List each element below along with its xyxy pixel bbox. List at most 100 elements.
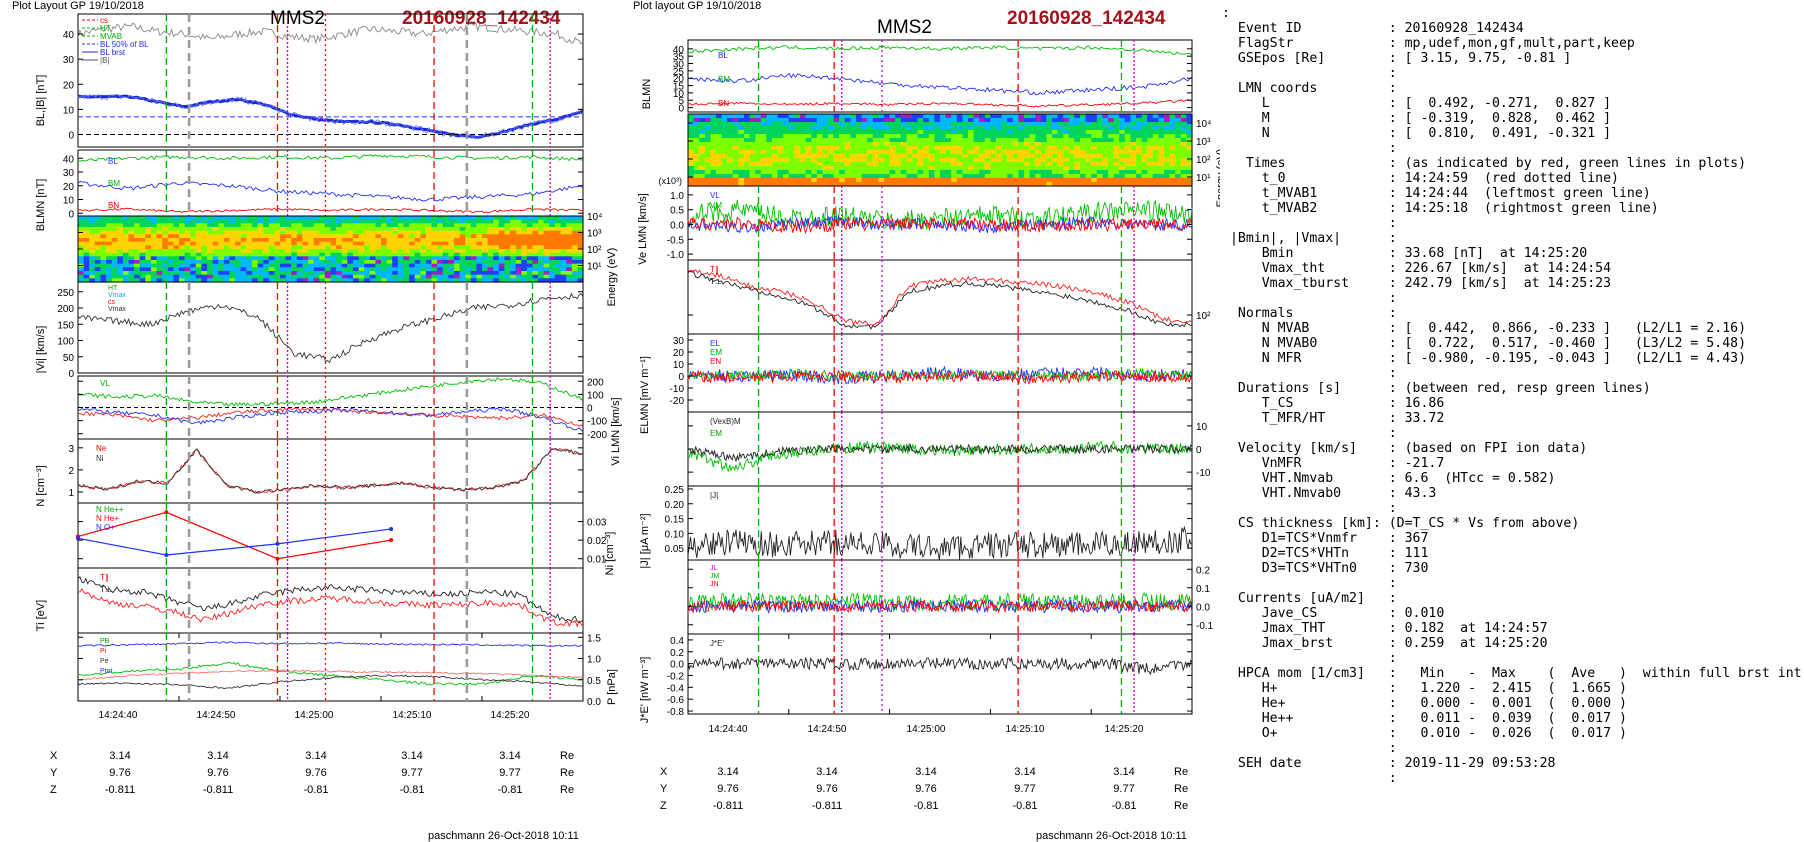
spectrogram-cell <box>280 278 287 283</box>
spectrogram-cell <box>900 182 907 187</box>
spectrogram-cell <box>145 223 152 228</box>
spectrogram-cell <box>744 154 751 159</box>
spectrogram-cell <box>268 245 275 250</box>
VeM-line <box>687 216 1193 234</box>
spectrogram-cell <box>498 223 505 228</box>
spectrogram-cell <box>816 178 823 183</box>
spectrogram-cell <box>760 130 767 135</box>
spectrogram-cell <box>106 230 113 235</box>
spectrogram-cell <box>369 234 376 239</box>
spectrogram-cell <box>403 271 410 276</box>
y-tick-label: 0.15 <box>665 515 685 526</box>
spectrogram-cell <box>1169 154 1176 159</box>
spectrogram-cell <box>482 260 489 265</box>
spectrogram-cell <box>375 278 382 283</box>
spectrogram-cell <box>566 271 573 276</box>
spectrogram-cell <box>693 118 700 123</box>
spectrogram-cell <box>139 216 146 221</box>
spectrogram-cell <box>566 234 573 239</box>
spectrogram-cell <box>844 146 851 151</box>
spectrogram-cell <box>956 118 963 123</box>
spectrogram-cell <box>755 158 762 163</box>
spectrogram-cell <box>459 267 466 272</box>
spectrogram-cell <box>162 278 169 283</box>
spectrogram-cell <box>688 162 695 167</box>
spectrogram-cell <box>246 245 253 250</box>
spectrogram-cell <box>1035 182 1042 187</box>
spectrogram-cell <box>1186 118 1193 123</box>
spectrogram-cell <box>744 178 751 183</box>
info-line: Velocity [km/s] : (based on FPI ion data… <box>1222 441 1588 456</box>
spectrogram-cell <box>968 134 975 139</box>
spectrogram-cell <box>78 267 85 272</box>
spectrogram-cell <box>476 260 483 265</box>
spectrogram-cell <box>1169 118 1176 123</box>
spectrogram-cell <box>816 134 823 139</box>
spectrogram-cell <box>828 122 835 127</box>
spectrogram-cell <box>1018 166 1025 171</box>
spectrogram-cell <box>532 260 539 265</box>
spectrogram-cell <box>369 271 376 276</box>
spectrogram-cell <box>934 154 941 159</box>
spectrogram-cell <box>223 256 231 261</box>
spectrogram-cell <box>324 227 332 232</box>
spectrogram-cell <box>704 154 711 159</box>
spectrogram-cell <box>816 130 823 135</box>
legend-label: JL <box>710 565 718 572</box>
pos-cell: -0.81 <box>399 784 425 796</box>
spectrogram-cell <box>94 227 101 232</box>
spectrogram-cell <box>923 126 930 131</box>
spectrogram-cell <box>515 219 522 224</box>
spectrogram-cell <box>459 260 466 265</box>
spectrogram-cell <box>984 130 991 135</box>
spectrogram-cell <box>414 278 421 283</box>
spectrogram-cell <box>906 166 913 171</box>
spectrogram-cell <box>1068 162 1075 167</box>
y-tick-label: 35 <box>673 52 685 63</box>
spectrogram-cell <box>990 150 997 155</box>
spectrogram-cell <box>515 249 522 254</box>
spectrogram-cell <box>738 182 745 187</box>
pos-cell: -0.81 <box>303 784 329 796</box>
spectrogram-cell <box>956 138 963 143</box>
spectrogram-cell <box>134 223 141 228</box>
spectrogram-cell <box>257 271 264 276</box>
spectrogram-cell <box>280 256 287 261</box>
spectrogram-cell <box>515 267 522 272</box>
y-tick-label: 100 <box>57 337 74 348</box>
spectrogram-cell <box>538 263 545 268</box>
spectrogram-cell <box>912 134 919 139</box>
spectrogram-cell <box>1108 134 1115 139</box>
spectrogram-cell <box>917 150 924 155</box>
spectrogram-cell <box>425 238 433 243</box>
spectrogram-cell <box>1035 114 1042 119</box>
spectrogram-cell <box>571 260 578 265</box>
spectrogram-cell <box>257 245 264 250</box>
spectrogram-cell <box>89 219 96 224</box>
spectrogram-cell <box>145 241 152 246</box>
spectrogram-cell <box>940 154 947 159</box>
spectrogram-cell <box>878 114 885 119</box>
spectrogram-cell <box>521 256 528 261</box>
spectrogram-cell <box>878 122 885 127</box>
VexBM-line <box>687 443 1193 463</box>
spectrogram-cell <box>274 252 281 257</box>
spectrogram-cell <box>1180 130 1187 135</box>
spectrogram-cell <box>1057 174 1064 179</box>
spectrogram-cell <box>493 223 500 228</box>
spectrogram-cell <box>990 142 997 147</box>
info-line: Times : (as indicated by red, green line… <box>1222 156 1747 171</box>
spectrogram-cell <box>1080 150 1087 155</box>
info-line: : <box>1222 576 1397 591</box>
spectrogram-cell <box>895 138 902 143</box>
pos-cell: -0.811 <box>104 784 136 796</box>
spectrogram-cell <box>538 245 545 250</box>
spectrogram-cell <box>889 138 896 143</box>
info-line: Currents [uA/m2] : <box>1222 591 1397 606</box>
spectrogram-cell <box>392 245 399 250</box>
spectrogram-cell <box>308 256 315 261</box>
spectrogram-cell <box>302 223 309 228</box>
spectrogram-cell <box>117 238 124 243</box>
spectrogram-cell <box>710 162 717 167</box>
spectrogram-cell <box>538 219 545 224</box>
